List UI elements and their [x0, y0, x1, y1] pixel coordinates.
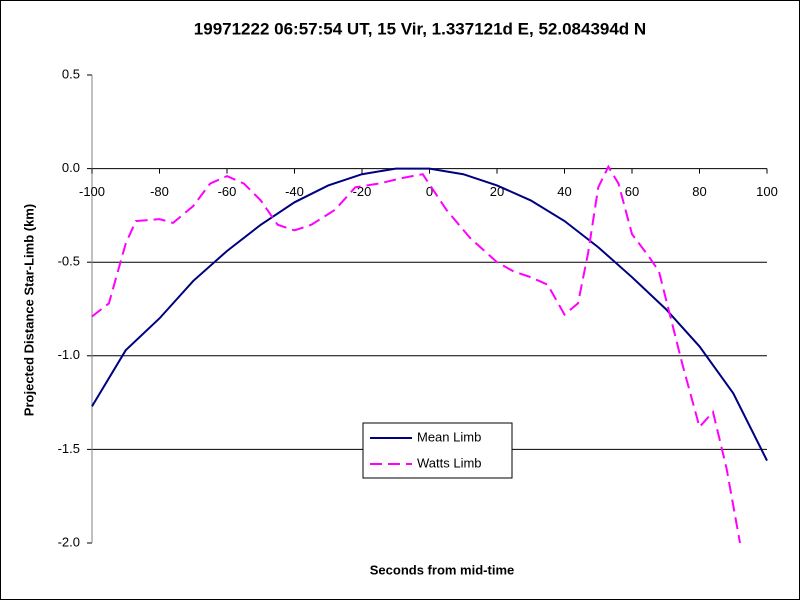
y-tick-label: -2.0: [58, 534, 80, 549]
x-tick-label: 80: [692, 184, 706, 199]
legend-label: Watts Limb: [417, 455, 482, 470]
legend-box: [362, 422, 513, 479]
y-tick-label: -1.5: [58, 441, 80, 456]
x-tick-label: -60: [218, 184, 237, 199]
y-tick-label: -0.5: [58, 254, 80, 269]
x-tick-label: -80: [150, 184, 169, 199]
x-axis-label: Seconds from mid-time: [370, 562, 514, 577]
x-tick-label: -100: [79, 184, 105, 199]
legend-label: Mean Limb: [417, 429, 481, 444]
y-axis-label: Projected Distance Star-Limb (km): [21, 204, 36, 416]
legend: Mean Limb Watts Limb: [362, 422, 513, 479]
line-series: [91, 167, 768, 462]
x-tick-label: 0: [426, 184, 433, 199]
y-tick-label: 0.5: [62, 66, 80, 81]
x-tick-label: 100: [756, 184, 778, 199]
x-tick-label: 60: [625, 184, 639, 199]
y-tick-label: -1.0: [58, 347, 80, 362]
x-tick-label: 40: [557, 184, 571, 199]
y-tick-label: 0.0: [62, 160, 80, 175]
x-tick-label: -40: [285, 184, 304, 199]
chart-title: 19971222 06:57:54 UT, 15 Vir, 1.337121d …: [194, 19, 646, 38]
line-series: [91, 164, 741, 544]
